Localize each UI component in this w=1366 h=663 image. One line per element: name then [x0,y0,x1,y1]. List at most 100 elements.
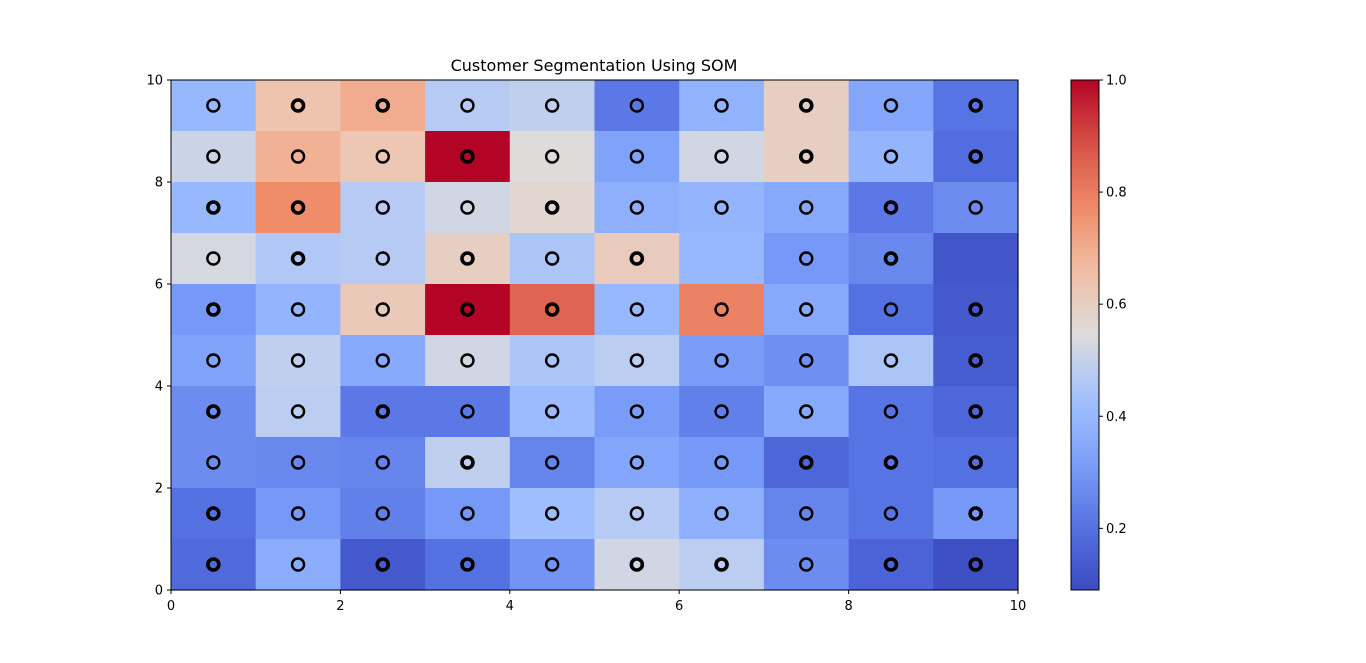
node-marker [883,302,899,317]
heatmap-cell [594,437,680,489]
node-marker [544,557,560,572]
heatmap-cell [763,488,850,540]
y-tick-label: 0 [155,584,163,599]
heatmap-cell [255,335,341,387]
heatmap-cell [509,335,596,387]
node-marker [544,251,560,266]
heatmap-cell [171,131,257,183]
heatmap-cell [171,80,257,132]
node-marker [460,302,475,317]
node-marker [290,200,306,215]
node-marker [460,98,475,113]
node-marker [799,251,814,266]
heatmap-cell [255,539,341,591]
heatmap-cell [848,131,934,183]
node-marker [375,98,391,113]
node-marker [544,200,560,215]
heatmap-cell [848,233,934,285]
node-marker [629,302,645,317]
node-marker [883,455,899,470]
node-marker [460,149,475,164]
heatmap-cell [171,437,257,489]
y-tick-label: 4 [155,380,163,395]
colorbar-gradient [1070,79,1100,591]
heatmap-cell [425,284,511,336]
y-tick-label: 10 [146,74,163,89]
node-marker [375,404,391,419]
colorbar-tick-label: 0.8 [1106,186,1127,201]
node-marker [629,506,645,521]
node-marker [714,506,729,521]
node-marker [460,200,475,215]
node-marker [968,506,983,521]
heatmap-cell [171,284,257,336]
node-marker [629,251,645,266]
node-marker [290,557,306,572]
heatmap-cell [340,386,426,438]
node-marker [460,404,475,419]
node-marker [968,200,983,215]
heatmap-cell [933,131,1019,183]
heatmap-cell [340,80,426,132]
heatmap-cell [594,335,680,387]
heatmap-cell [679,80,765,132]
node-marker [968,353,983,368]
node-marker [968,149,983,164]
heatmap-cell [933,284,1019,336]
heatmap-cell [425,335,511,387]
colorbar-tick-label: 0.2 [1106,522,1127,537]
heatmap-cell [509,182,596,234]
node-marker [714,98,729,113]
heatmap-cell [763,539,850,591]
x-tick-label: 2 [336,599,344,614]
node-marker [883,200,899,215]
colorbar: 0.2 0.4 0.6 0.8 1.0 [1070,74,1127,591]
heatmap-cell [848,284,934,336]
node-marker [375,557,391,572]
heatmap-cell [509,539,596,591]
heatmap-cell [763,437,850,489]
node-marker [544,506,560,521]
heatmap-cell [340,182,426,234]
heatmap-cell [509,80,596,132]
heatmap-cell [340,539,426,591]
heatmap-cell [340,233,426,285]
heatmap-cell [171,182,257,234]
node-markers [206,98,983,572]
x-tick-label: 8 [844,599,852,614]
heatmap-cell [933,488,1019,540]
plot-frame [170,79,1019,591]
heatmap-cell [679,386,765,438]
heatmap-cell [255,386,341,438]
node-marker [375,506,390,521]
node-marker [629,404,645,419]
heatmap-cell [340,488,426,540]
node-marker [883,251,899,266]
heatmap-cell [679,437,765,489]
node-marker [544,149,560,164]
heatmap-cell [594,80,680,132]
chart-title: Customer Segmentation Using SOM [451,56,738,75]
node-marker [375,353,390,368]
x-tick-label: 6 [675,599,683,614]
heatmap-cell [679,335,765,387]
colorbar-tick-label: 0.4 [1106,410,1127,425]
node-marker [460,353,475,368]
heatmap-cell [679,131,765,183]
colorbar-tick-label: 0.6 [1106,298,1127,313]
node-marker [206,455,221,470]
node-marker [799,200,814,215]
heatmap-cell [933,233,1019,285]
node-marker [206,200,221,215]
heatmap-cell [594,284,680,336]
x-tick-label: 0 [167,599,175,614]
x-tick-label: 4 [506,599,514,614]
y-tick-label: 6 [155,278,163,293]
node-marker [968,302,983,317]
heatmap-cell [425,437,511,489]
node-marker [714,455,729,470]
node-marker [460,506,475,521]
node-marker [629,353,645,368]
heatmap-cell [255,131,341,183]
node-marker [629,200,645,215]
